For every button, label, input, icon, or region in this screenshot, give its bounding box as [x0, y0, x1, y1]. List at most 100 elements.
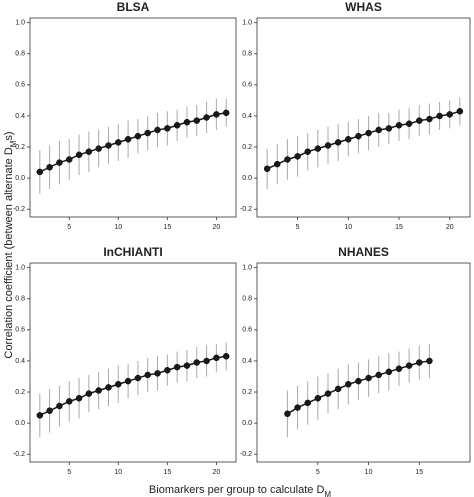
data-point: [365, 374, 372, 382]
data-point: [385, 368, 393, 376]
data-point: [124, 377, 132, 385]
y-tick-label: 0.8: [15, 51, 25, 58]
data-point: [334, 139, 342, 146]
data-point: [46, 407, 53, 414]
data-point: [36, 168, 44, 176]
x-label-text: Biomarkers per group to calculate D: [149, 484, 325, 496]
x-tick-label: 10: [114, 224, 122, 231]
y-tick-label: 0.6: [15, 327, 25, 334]
data-point: [173, 122, 181, 129]
x-tick-label: 10: [344, 224, 352, 231]
data-point: [436, 112, 443, 120]
data-point: [164, 367, 171, 374]
y-tick-label: 0.6: [242, 327, 252, 334]
data-point: [355, 377, 362, 385]
y-tick-label: 1.0: [242, 20, 252, 27]
plot-frame: [256, 262, 471, 463]
data-point: [105, 384, 112, 391]
data-point: [405, 120, 413, 127]
data-point: [324, 390, 332, 397]
data-point: [416, 359, 423, 366]
x-tick-label: 15: [163, 469, 171, 476]
y-tick-label: -0.2: [13, 451, 25, 458]
y-tick-label: 0.2: [242, 144, 252, 151]
data-point: [95, 387, 102, 394]
x-label-sub: M: [324, 490, 331, 497]
data-point: [85, 390, 93, 397]
data-point: [375, 126, 382, 134]
x-tick-label: 15: [415, 469, 423, 476]
data-point: [263, 165, 271, 173]
data-point: [334, 385, 342, 393]
data-point: [134, 374, 142, 382]
y-tick-label: 0.8: [242, 296, 252, 303]
y-tick-label: 0.0: [15, 420, 25, 427]
y-label-text: Correlation coefficient (between alterna…: [3, 147, 15, 358]
panel-title: BLSA: [117, 0, 150, 14]
y-tick-label: -0.2: [13, 206, 25, 213]
y-label-sub: M: [9, 140, 18, 147]
data-point: [314, 395, 322, 402]
y-tick-label: 0.6: [15, 82, 25, 89]
plot-frame: [256, 17, 471, 218]
data-point: [304, 148, 311, 155]
data-point: [183, 362, 191, 369]
data-point: [75, 395, 83, 402]
y-tick-label: 0.4: [15, 113, 25, 120]
x-tick-label: 5: [67, 469, 71, 476]
data-point: [426, 115, 433, 123]
data-point: [85, 148, 93, 155]
data-point: [446, 111, 453, 118]
data-point: [395, 122, 403, 129]
y-label-text: s): [3, 131, 15, 140]
data-point: [274, 160, 281, 168]
data-point: [65, 398, 73, 405]
data-point: [95, 145, 102, 152]
data-point: [426, 357, 433, 365]
data-point: [324, 142, 332, 149]
data-point: [144, 371, 151, 379]
data-point: [124, 136, 132, 143]
y-tick-label: 0.2: [15, 389, 25, 396]
data-point: [284, 156, 291, 163]
data-point: [46, 164, 53, 171]
y-tick-label: 0.8: [15, 296, 25, 303]
y-tick-label: 0.4: [15, 358, 25, 365]
data-point: [213, 354, 220, 362]
data-point: [284, 410, 291, 418]
data-point: [355, 132, 362, 140]
data-point: [154, 126, 161, 134]
data-point: [203, 114, 210, 121]
data-point: [345, 136, 352, 143]
data-point: [144, 129, 151, 137]
y-tick-label: -0.2: [240, 451, 252, 458]
data-point: [294, 153, 301, 160]
x-tick-label: 20: [212, 469, 220, 476]
data-point: [222, 109, 230, 117]
data-point: [36, 412, 44, 419]
data-point: [193, 117, 201, 124]
data-point: [75, 151, 83, 159]
panel-title: WHAS: [345, 0, 382, 14]
panel-title: NHANES: [338, 245, 389, 259]
data-point: [456, 108, 464, 115]
y-tick-label: 0.0: [242, 175, 252, 182]
y-axis-label: Correlation coefficient (between alterna…: [3, 131, 18, 358]
data-point: [314, 145, 322, 152]
x-tick-label: 20: [446, 224, 454, 231]
data-point: [203, 357, 210, 365]
data-point: [395, 365, 403, 372]
x-tick-label: 5: [316, 469, 320, 476]
data-point: [65, 156, 73, 163]
y-tick-label: 0.8: [242, 51, 252, 58]
x-tick-label: 5: [67, 224, 71, 231]
data-point: [115, 381, 122, 388]
data-point: [154, 370, 161, 377]
x-tick-label: 20: [212, 224, 220, 231]
y-tick-label: 1.0: [15, 265, 25, 272]
data-point: [213, 111, 220, 118]
panel-title: InCHIANTI: [103, 245, 162, 259]
data-point: [134, 132, 142, 140]
x-axis-label: Biomarkers per group to calculate DM: [149, 484, 331, 497]
